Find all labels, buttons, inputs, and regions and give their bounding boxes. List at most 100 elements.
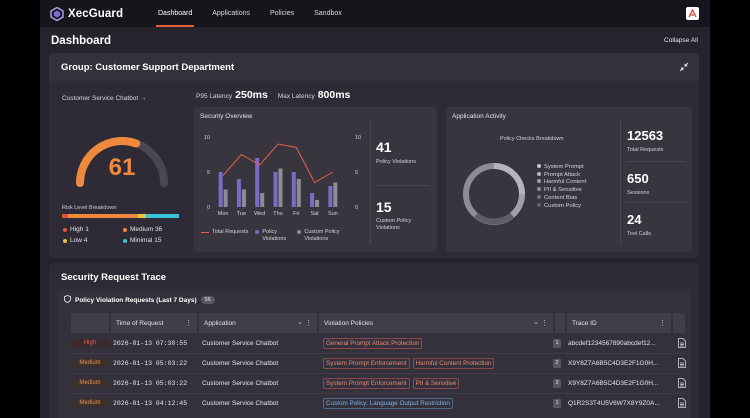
bar-custom-policy-violations xyxy=(241,189,246,207)
app-logo[interactable]: XecGuard xyxy=(50,6,158,21)
bar-custom-policy-violations xyxy=(333,182,338,207)
column-menu-icon: ⋮ xyxy=(659,320,666,327)
sessions-value: 650 xyxy=(627,171,649,186)
tab-policies[interactable]: Policies xyxy=(270,10,295,17)
col-time[interactable]: Time of Request ⋮ xyxy=(111,313,197,333)
security-trace-card: Security Request Trace Policy Violation … xyxy=(49,263,699,418)
policy-tag[interactable]: Harmful Content Protection xyxy=(412,358,495,369)
legend-total-requests: Total Requests xyxy=(201,229,248,235)
p95-latency-label: P95 Latency xyxy=(196,93,233,100)
custom-violations-label: Custom Policy Violations xyxy=(376,218,412,231)
risk-bar-minimal xyxy=(146,214,179,218)
policy-tags: Custom Policy: Language Output Restricti… xyxy=(323,398,456,409)
risk-bar-medium xyxy=(68,214,138,218)
top-nav: XecGuard Dashboard Applications Policies… xyxy=(40,0,710,27)
document-icon[interactable] xyxy=(678,358,686,368)
minimize-icon[interactable] xyxy=(679,62,689,72)
group-header: Group: Customer Support Department xyxy=(49,53,699,81)
bar-policy-violations xyxy=(273,172,278,207)
application-name: Customer Service Chatbot xyxy=(202,360,279,367)
application-name: Customer Service Chatbot xyxy=(202,340,279,347)
violation-count-badge: 56 xyxy=(200,296,215,304)
risk-legend-medium: Medium 36 xyxy=(123,226,183,233)
donut-legend-prompt-attack: Prompt Attack xyxy=(537,171,586,180)
x-tick-label: Tue xyxy=(237,211,246,217)
application-name: Customer Service Chatbot xyxy=(202,400,279,407)
trace-id[interactable]: X9Y8Z7A6B5C4D3E2F1G0H... xyxy=(568,380,659,387)
legend-custom-policy-violations: Custom Policy Violations xyxy=(297,229,350,243)
document-icon[interactable] xyxy=(678,378,686,388)
security-overview-card: Security Overview 10 10 5 5 0 0 Mon Tue Wed Thu Fr… xyxy=(194,107,437,252)
policy-tags: System Prompt Enforcement PII & Sensitive xyxy=(323,378,462,389)
bar-policy-violations xyxy=(310,193,315,207)
tab-applications[interactable]: Applications xyxy=(212,10,250,17)
application-activity-card: Application Activity Policy Checks Break… xyxy=(446,107,692,252)
column-menu-icon: ⋮ xyxy=(185,320,192,327)
policy-count: 2 xyxy=(553,379,561,388)
x-tick-label: Mon xyxy=(218,211,229,217)
risk-legend: High 1 Medium 36 Low 4 Minimal 15 xyxy=(63,226,183,244)
request-time: 2026-01-13 05:03:22 xyxy=(113,380,188,387)
column-menu-icon: ⋮ xyxy=(541,320,548,327)
col-trace-id[interactable]: Trace ID ⋮ xyxy=(567,313,671,333)
policy-violations-value: 41 xyxy=(376,139,392,155)
risk-breakdown-title: Risk Level Breakdown xyxy=(62,205,117,211)
xecguard-logo-icon xyxy=(50,6,64,21)
donut-legend: System Prompt Prompt Attack Harmful Cont… xyxy=(537,164,586,210)
total-requests-label: Total Requests xyxy=(627,147,664,153)
policy-tag[interactable]: System Prompt Enforcement xyxy=(323,358,410,369)
security-overview-title: Security Overview xyxy=(200,113,253,120)
donut-legend-pii: PII & Sensitive xyxy=(537,187,586,195)
tool-calls-value: 24 xyxy=(627,212,642,227)
severity-badge: Medium xyxy=(71,399,109,407)
risk-legend-high: High 1 xyxy=(63,226,123,233)
bar-custom-policy-violations xyxy=(223,189,228,207)
policy-tag[interactable]: PII & Sensitive xyxy=(412,378,460,389)
chevron-down-icon: ⌄ xyxy=(297,319,303,326)
bar-policy-violations xyxy=(236,179,241,207)
table-row[interactable]: Medium 2026-01-13 05:03:22 Customer Serv… xyxy=(71,354,686,374)
bar-policy-violations xyxy=(291,172,296,207)
trace-id[interactable]: abcdef1234567890abcdef12... xyxy=(568,340,656,347)
table-row[interactable]: Medium 2026-01-13 05:03:22 Customer Serv… xyxy=(71,374,686,394)
donut-legend-system-prompt: System Prompt xyxy=(537,164,586,172)
bar-custom-policy-violations xyxy=(296,179,301,207)
policy-tag[interactable]: System Prompt Enforcement xyxy=(323,378,410,389)
risk-bar-high xyxy=(62,214,68,218)
total-requests-value: 12563 xyxy=(627,128,664,143)
col-violation-policies[interactable]: Violation Policies ⌄ ⋮ xyxy=(319,313,553,333)
policy-violations-label: Policy Violations xyxy=(376,159,416,165)
brand-badge-icon[interactable] xyxy=(686,7,699,20)
policy-tag[interactable]: General Prompt Attack Protection xyxy=(323,338,423,349)
x-tick-label: Fri xyxy=(293,211,299,217)
collapse-all-button[interactable]: Collapse All xyxy=(664,37,698,44)
sessions-label: Sessions xyxy=(627,190,650,196)
risk-gauge: 61 xyxy=(70,123,174,189)
policy-tag[interactable]: Custom Policy: Language Output Restricti… xyxy=(323,398,453,409)
risk-score: 61 xyxy=(109,154,136,181)
risk-legend-minimal: Minimal 15 xyxy=(123,237,183,244)
col-application[interactable]: Application ⌄ ⋮ xyxy=(199,313,317,333)
app-name: XecGuard xyxy=(68,7,124,20)
document-icon[interactable] xyxy=(678,338,686,348)
violation-panel-title: Policy Violation Requests (Last 7 Days) xyxy=(75,296,197,304)
trace-id[interactable]: Q1R2S3T4U5V6W7X8Y9Z0A... xyxy=(568,400,660,407)
table-row[interactable]: High 2026-01-13 07:30:55 Customer Servic… xyxy=(71,334,686,354)
bar-policy-violations xyxy=(255,158,260,207)
document-icon[interactable] xyxy=(678,398,686,408)
risk-bar-low xyxy=(138,214,146,218)
gauge-fill xyxy=(76,137,141,187)
x-tick-label: Wed xyxy=(254,211,265,217)
legend-policy-violations: Policy Violations xyxy=(255,229,290,243)
donut-legend-harmful-content: Harmful Content xyxy=(537,179,586,187)
bar-custom-policy-violations xyxy=(260,193,265,207)
table-row[interactable]: Medium 2026-01-13 04:12:45 Customer Serv… xyxy=(71,394,686,414)
chatbot-link[interactable]: Customer Service Chatbot → xyxy=(62,95,147,102)
latency-summary: P95 Latency 250ms Max Latency 800ms xyxy=(196,89,360,101)
trace-id[interactable]: X9Y8Z7A6B5C4D3E2F1G0H... xyxy=(568,360,659,367)
tab-sandbox[interactable]: Sandbox xyxy=(314,10,342,17)
policy-count: 2 xyxy=(553,359,561,368)
tab-dashboard[interactable]: Dashboard xyxy=(155,0,195,27)
custom-violations-value: 15 xyxy=(376,199,392,215)
policy-tags: General Prompt Attack Protection xyxy=(323,338,425,349)
